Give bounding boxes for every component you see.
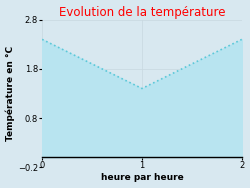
Title: Evolution de la température: Evolution de la température bbox=[59, 6, 225, 19]
X-axis label: heure par heure: heure par heure bbox=[100, 173, 183, 182]
Y-axis label: Température en °C: Température en °C bbox=[6, 46, 15, 141]
